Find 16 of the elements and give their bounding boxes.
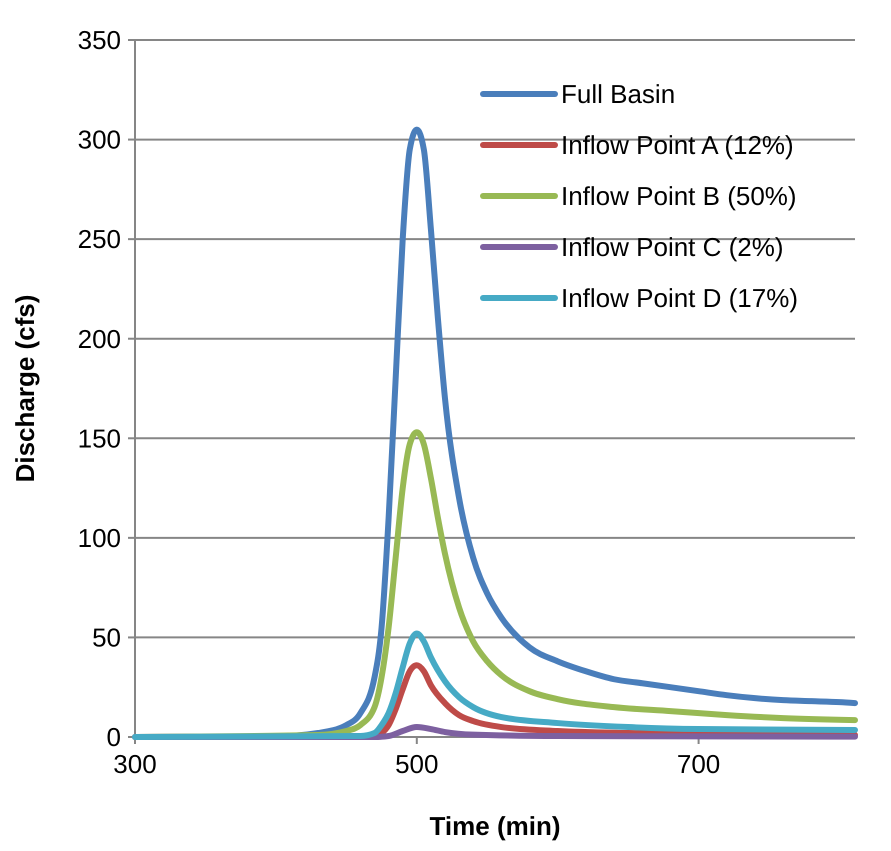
legend-label: Inflow Point A (12%)	[561, 130, 794, 160]
y-tick-label: 300	[78, 124, 121, 155]
y-tick-label: 50	[92, 622, 121, 653]
y-tick-label: 100	[78, 522, 121, 553]
legend-label: Full Basin	[561, 79, 676, 110]
x-tick-label: 500	[395, 749, 438, 779]
legend-label: Inflow Point C (2%)	[561, 232, 784, 262]
x-axis-title: Time (min)	[430, 811, 560, 841]
x-tick-label: 700	[676, 749, 720, 779]
y-tick-label: 350	[78, 25, 121, 56]
legend-label: Inflow Point D (17%)	[561, 283, 798, 314]
y-tick-label: 200	[78, 324, 121, 354]
legend-label: Inflow Point B (50%)	[561, 181, 797, 212]
y-tick-label: 250	[78, 224, 121, 254]
y-axis-title: Discharge (cfs)	[10, 294, 40, 482]
y-tick-label: 150	[78, 423, 121, 454]
